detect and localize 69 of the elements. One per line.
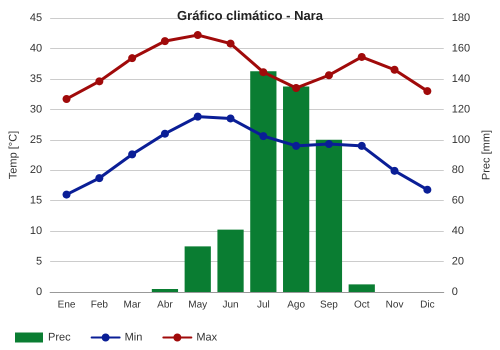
y-tick-label: 45 (30, 12, 42, 24)
point (324, 71, 333, 80)
point (358, 52, 366, 61)
x-tick-label: Abr (157, 300, 174, 310)
x-tick-label: Dic (420, 300, 435, 310)
point (423, 87, 432, 96)
x-tick-label: Jul (256, 300, 270, 310)
point (128, 150, 136, 158)
y-tick-label: 20 (30, 164, 42, 176)
bar (316, 140, 342, 292)
y2-tick-label: 180 (452, 12, 470, 24)
x-tick-label: Feb (90, 300, 108, 310)
legend-label: Prec (48, 332, 72, 344)
point (128, 54, 136, 62)
y-tick-label: 5 (36, 256, 42, 268)
point (324, 140, 333, 148)
point (292, 142, 300, 150)
point (259, 68, 268, 76)
bar (283, 86, 310, 292)
point (62, 190, 71, 199)
x-tick-label: Jun (222, 300, 239, 310)
bar (348, 284, 375, 292)
y2-tick-label: 140 (452, 72, 470, 85)
point (259, 132, 268, 140)
y2-tick-label: 20 (452, 256, 464, 268)
point (194, 112, 202, 121)
point (423, 186, 432, 194)
y2-tick-label: 120 (452, 103, 470, 116)
x-tick-label: Mar (124, 300, 142, 310)
x-tick-label: Ago (287, 300, 306, 310)
y-tick-label: 15 (30, 194, 42, 207)
y2-axis-title: Prec [mm] (480, 130, 492, 180)
y-axis-title: Temp [°C] (8, 130, 20, 180)
point (160, 37, 169, 46)
legend-label: Max (196, 332, 218, 344)
y-tick-label: 25 (30, 134, 42, 146)
y2-tick-label: 160 (452, 42, 470, 54)
y-tick-label: 10 (30, 225, 42, 238)
legend-label: Min (124, 332, 142, 344)
x-tick-label: May (188, 300, 208, 310)
y-tick-label: 0 (36, 286, 42, 298)
y-tick-label: 30 (30, 103, 42, 116)
point (358, 142, 366, 150)
bar (250, 71, 276, 292)
x-tick-label: Ene (58, 300, 76, 310)
point (194, 31, 202, 40)
point (390, 166, 399, 175)
point (95, 174, 104, 182)
y-tick-label: 40 (30, 42, 42, 54)
point (226, 114, 235, 122)
x-tick-label: Oct (354, 300, 370, 310)
point (160, 130, 169, 138)
chart-title: Gráfico climático - Nara (177, 8, 324, 23)
y2-tick-label: 0 (452, 286, 458, 298)
y-tick-label: 35 (30, 72, 42, 85)
point (62, 94, 71, 103)
bar (184, 246, 211, 292)
x-tick-label: Sep (320, 300, 338, 310)
y2-tick-label: 60 (452, 194, 464, 207)
point (390, 66, 399, 74)
y2-tick-label: 100 (452, 134, 470, 146)
point (292, 84, 300, 92)
point (226, 40, 235, 48)
y2-tick-label: 80 (452, 164, 464, 176)
bar (152, 288, 178, 292)
bar (217, 230, 244, 292)
point (95, 77, 104, 86)
y2-tick-label: 40 (452, 225, 464, 238)
x-tick-label: Nov (386, 300, 404, 310)
